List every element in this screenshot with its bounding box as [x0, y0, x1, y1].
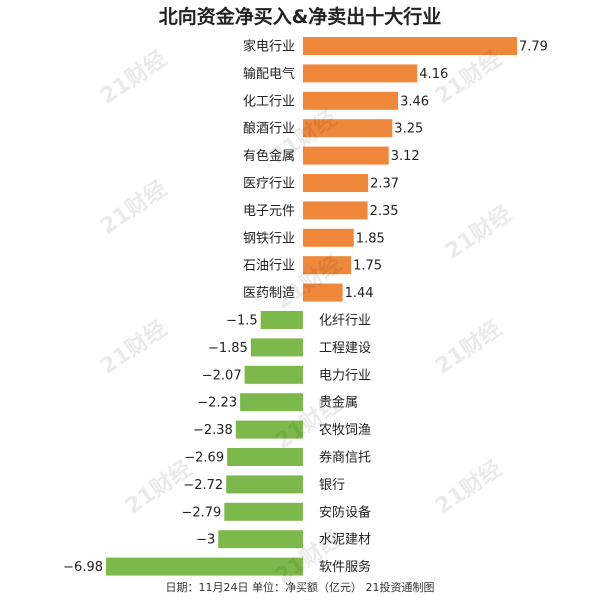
- category-label: 安防设备: [319, 504, 371, 520]
- category-label: 农牧饲渔: [319, 423, 371, 438]
- category-label: 电子元件: [243, 204, 295, 219]
- bar-水泥建材: [218, 530, 303, 549]
- value-label: −2.07: [202, 368, 242, 383]
- value-label: −1.5: [226, 314, 258, 329]
- value-label: 1.44: [345, 286, 374, 301]
- category-label: 水泥建材: [319, 533, 371, 548]
- category-label: 电力行业: [319, 368, 371, 383]
- category-label: 有色金属: [243, 148, 295, 164]
- bar-酿酒行业: [303, 119, 393, 138]
- value-label: −3: [196, 533, 215, 548]
- bar-券商信托: [227, 448, 303, 466]
- bar-石油行业: [303, 256, 352, 275]
- value-label: 3.12: [391, 149, 420, 164]
- category-label: 券商信托: [319, 450, 371, 466]
- value-label: −2.23: [197, 396, 237, 411]
- value-label: −2.38: [193, 423, 233, 438]
- value-label: 1.85: [356, 231, 385, 246]
- value-label: 2.37: [370, 177, 399, 192]
- value-label: 3.46: [400, 94, 429, 109]
- value-label: 2.35: [370, 204, 399, 219]
- bar-输配电气: [303, 64, 418, 83]
- category-label: 化工行业: [243, 94, 295, 109]
- value-label: −2.69: [184, 451, 224, 466]
- value-label: 3.25: [394, 122, 423, 137]
- bar-有色金属: [303, 146, 389, 165]
- bar-钢铁行业: [303, 228, 354, 247]
- bar-银行: [226, 475, 303, 494]
- bar-医药制造: [303, 283, 343, 302]
- value-label: −1.85: [208, 341, 248, 356]
- category-label: 银行: [319, 478, 345, 493]
- category-label: 医疗行业: [243, 177, 295, 192]
- category-label: 钢铁行业: [243, 231, 295, 246]
- category-label: 医药制造: [243, 286, 295, 301]
- value-label: 4.16: [419, 67, 448, 82]
- category-label: 化纤行业: [319, 314, 371, 329]
- category-label: 贵金属: [319, 395, 358, 411]
- chart-title: 北向资金净买入&净卖出十大行业: [158, 6, 442, 28]
- bar-贵金属: [240, 393, 303, 412]
- bar-化工行业: [303, 91, 399, 110]
- category-label: 输配电气: [243, 66, 295, 82]
- category-label: 工程建设: [319, 341, 371, 356]
- bar-农牧饲渔: [235, 420, 303, 439]
- bar-工程建设: [250, 338, 303, 357]
- value-label: −6.98: [63, 560, 103, 575]
- bar-安防设备: [224, 502, 303, 521]
- bar-化纤行业: [260, 311, 303, 329]
- value-label: −2.79: [181, 505, 221, 520]
- category-label: 酿酒行业: [243, 121, 295, 137]
- bar-家电行业: [303, 37, 517, 55]
- value-label: 7.79: [519, 40, 548, 55]
- category-label: 石油行业: [243, 259, 295, 274]
- value-label: 1.75: [353, 259, 382, 274]
- bar-软件服务: [106, 557, 303, 576]
- bar-电子元件: [303, 201, 368, 220]
- category-label: 家电行业: [243, 39, 295, 55]
- bar-电力行业: [244, 365, 303, 384]
- chart-footer: 日期：11月24日 单位：净买额（亿元） 21投资通制图: [165, 581, 435, 594]
- bar-医疗行业: [303, 174, 369, 192]
- value-label: −2.72: [183, 478, 223, 493]
- category-label: 软件服务: [319, 559, 371, 575]
